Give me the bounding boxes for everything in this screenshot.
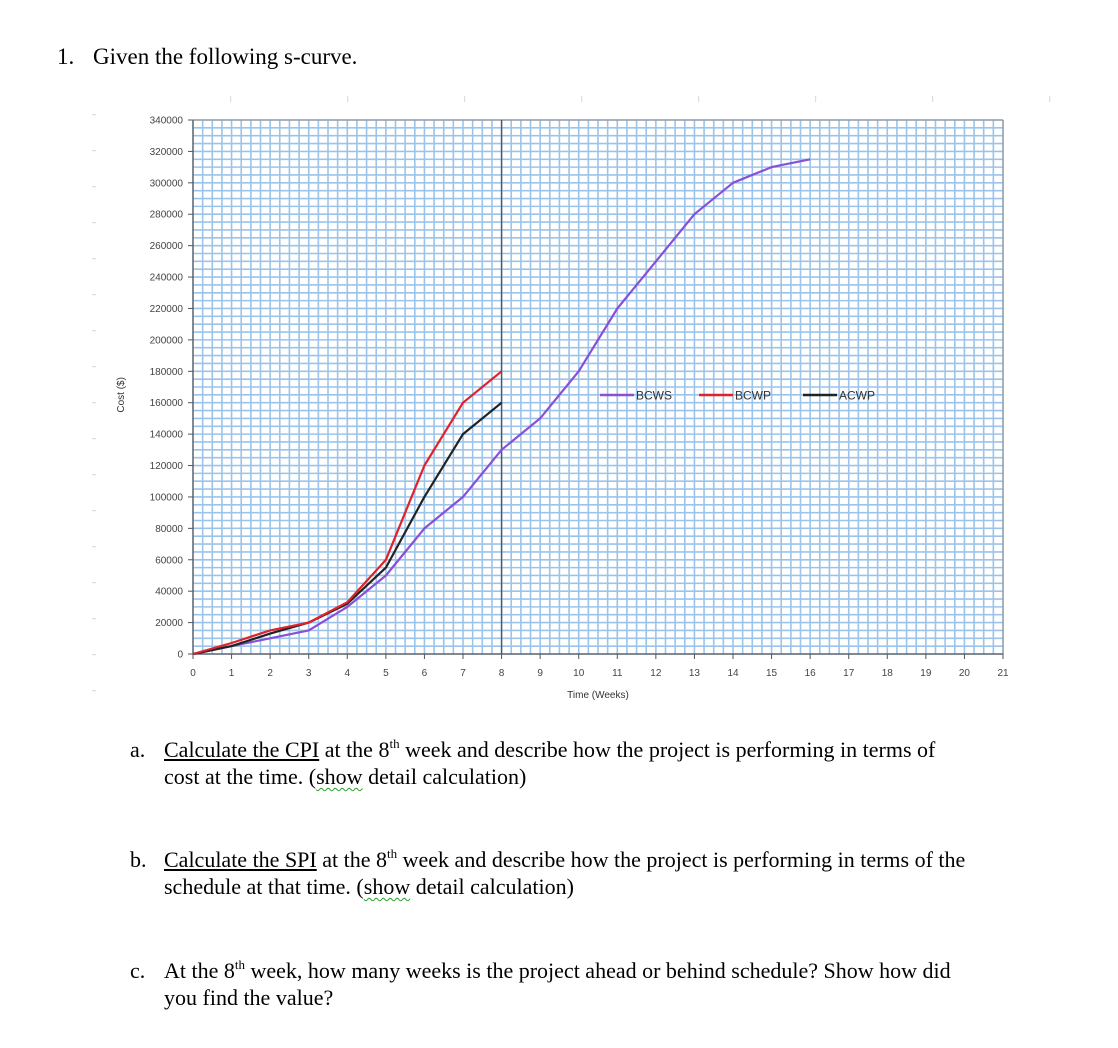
part-c-letter: c. xyxy=(130,958,146,983)
y-tick-label: 80000 xyxy=(155,524,183,535)
ruler-mark xyxy=(92,402,96,404)
x-tick-label: 9 xyxy=(537,668,543,679)
x-tick-label: 3 xyxy=(306,668,312,679)
ruler-mark xyxy=(698,96,700,102)
x-tick-label: 19 xyxy=(920,668,932,679)
ruler-mark xyxy=(92,186,96,188)
y-tick-label: 260000 xyxy=(150,241,184,252)
ruler-mark xyxy=(92,330,96,332)
series-bcwp-line xyxy=(192,370,503,656)
x-tick-label: 11 xyxy=(612,668,623,679)
x-tick-label: 8 xyxy=(499,668,505,679)
ruler-mark xyxy=(92,618,96,620)
ruler-mark xyxy=(932,96,934,102)
legend: BCWS BCWP ACWP xyxy=(600,389,875,403)
part-b-text: Calculate the SPI at the 8th week and de… xyxy=(164,846,966,899)
x-tick-label: 5 xyxy=(383,668,389,679)
series-bcws-line xyxy=(192,158,811,656)
ruler-mark xyxy=(92,510,96,512)
y-tick-label: 300000 xyxy=(150,178,184,189)
part-a-text: Calculate the CPI at the 8th week and de… xyxy=(164,736,936,789)
x-tick-label: 10 xyxy=(573,668,585,679)
ruler-mark xyxy=(464,96,466,102)
x-tick-label: 20 xyxy=(959,668,971,679)
y-tick-label: 20000 xyxy=(155,618,183,629)
y-tick-label: 160000 xyxy=(150,398,184,409)
part-a-letter: a. xyxy=(130,737,146,762)
x-tick-label: 18 xyxy=(882,668,894,679)
x-tick-label: 0 xyxy=(190,668,196,679)
legend-label-bcws: BCWS xyxy=(636,389,672,403)
y-tick-label: 140000 xyxy=(150,430,184,441)
ruler-mark xyxy=(92,474,96,476)
ruler-mark xyxy=(92,222,96,224)
s-curve-chart: 0 20000 40000 60000 80000 100000 120000 140000 1… xyxy=(0,90,1118,730)
part-c-text: At the 8th week, how many weeks is the p… xyxy=(164,957,951,1010)
ruler-mark xyxy=(92,654,96,656)
ruler-mark xyxy=(92,438,96,440)
x-tick-label: 4 xyxy=(345,668,351,679)
x-tick-label: 7 xyxy=(460,668,466,679)
ruler-mark xyxy=(92,150,96,152)
x-tick-label: 2 xyxy=(267,668,273,679)
ruler-mark xyxy=(92,114,96,116)
legend-label-acwp: ACWP xyxy=(839,389,875,403)
y-axis-title: Cost ($) xyxy=(116,377,127,413)
x-tick-label: 13 xyxy=(689,668,701,679)
y-tick-label: 180000 xyxy=(150,367,184,378)
ruler-mark xyxy=(92,258,96,260)
ruler-mark xyxy=(581,96,583,102)
y-tick-label: 0 xyxy=(177,650,183,661)
question-number: 1. xyxy=(57,44,75,69)
y-tick-label: 40000 xyxy=(155,587,183,598)
ruler-mark xyxy=(230,96,232,102)
y-tick-label: 200000 xyxy=(150,335,184,346)
x-tick-label: 21 xyxy=(997,668,1009,679)
ruler-mark xyxy=(92,366,96,368)
x-tick-label: 15 xyxy=(766,668,778,679)
part-c: c. At the 8th week, how many weeks is th… xyxy=(130,957,951,1011)
x-tick-label: 6 xyxy=(422,668,428,679)
x-tick-label: 12 xyxy=(650,668,662,679)
y-tick-label: 320000 xyxy=(150,147,184,158)
y-tick-label: 100000 xyxy=(150,492,184,503)
gridlines xyxy=(192,119,1004,655)
ruler-mark xyxy=(815,96,817,102)
ruler-mark xyxy=(92,546,96,548)
y-tick-label: 240000 xyxy=(150,273,184,284)
x-tick-label: 1 xyxy=(229,668,235,679)
series-acwp-line xyxy=(192,401,503,656)
part-b: b. Calculate the SPI at the 8th week and… xyxy=(130,846,965,900)
question-title-text: Given the following s-curve. xyxy=(93,44,358,69)
ruler-mark xyxy=(92,690,96,692)
part-a: a. Calculate the CPI at the 8th week and… xyxy=(130,736,935,790)
x-tick-label: 16 xyxy=(805,668,817,679)
x-tick-label: 14 xyxy=(727,668,739,679)
question-title: 1. Given the following s-curve. xyxy=(57,44,357,70)
y-tick-label: 280000 xyxy=(150,210,184,221)
legend-label-bcwp: BCWP xyxy=(735,389,771,403)
y-tick-label: 60000 xyxy=(155,555,183,566)
x-tick-label: 17 xyxy=(843,668,855,679)
part-b-letter: b. xyxy=(130,847,147,872)
ruler-mark xyxy=(347,96,349,102)
y-tick-label: 220000 xyxy=(150,304,184,315)
ruler-mark xyxy=(1049,96,1051,102)
chart-svg: 0 20000 40000 60000 80000 100000 120000 140000 1… xyxy=(92,96,1051,701)
y-tick-label: 120000 xyxy=(150,461,184,472)
ruler-mark xyxy=(92,582,96,584)
ruler-mark xyxy=(92,294,96,296)
x-axis-title: Time (Weeks) xyxy=(567,690,629,701)
y-tick-label: 340000 xyxy=(150,116,184,127)
